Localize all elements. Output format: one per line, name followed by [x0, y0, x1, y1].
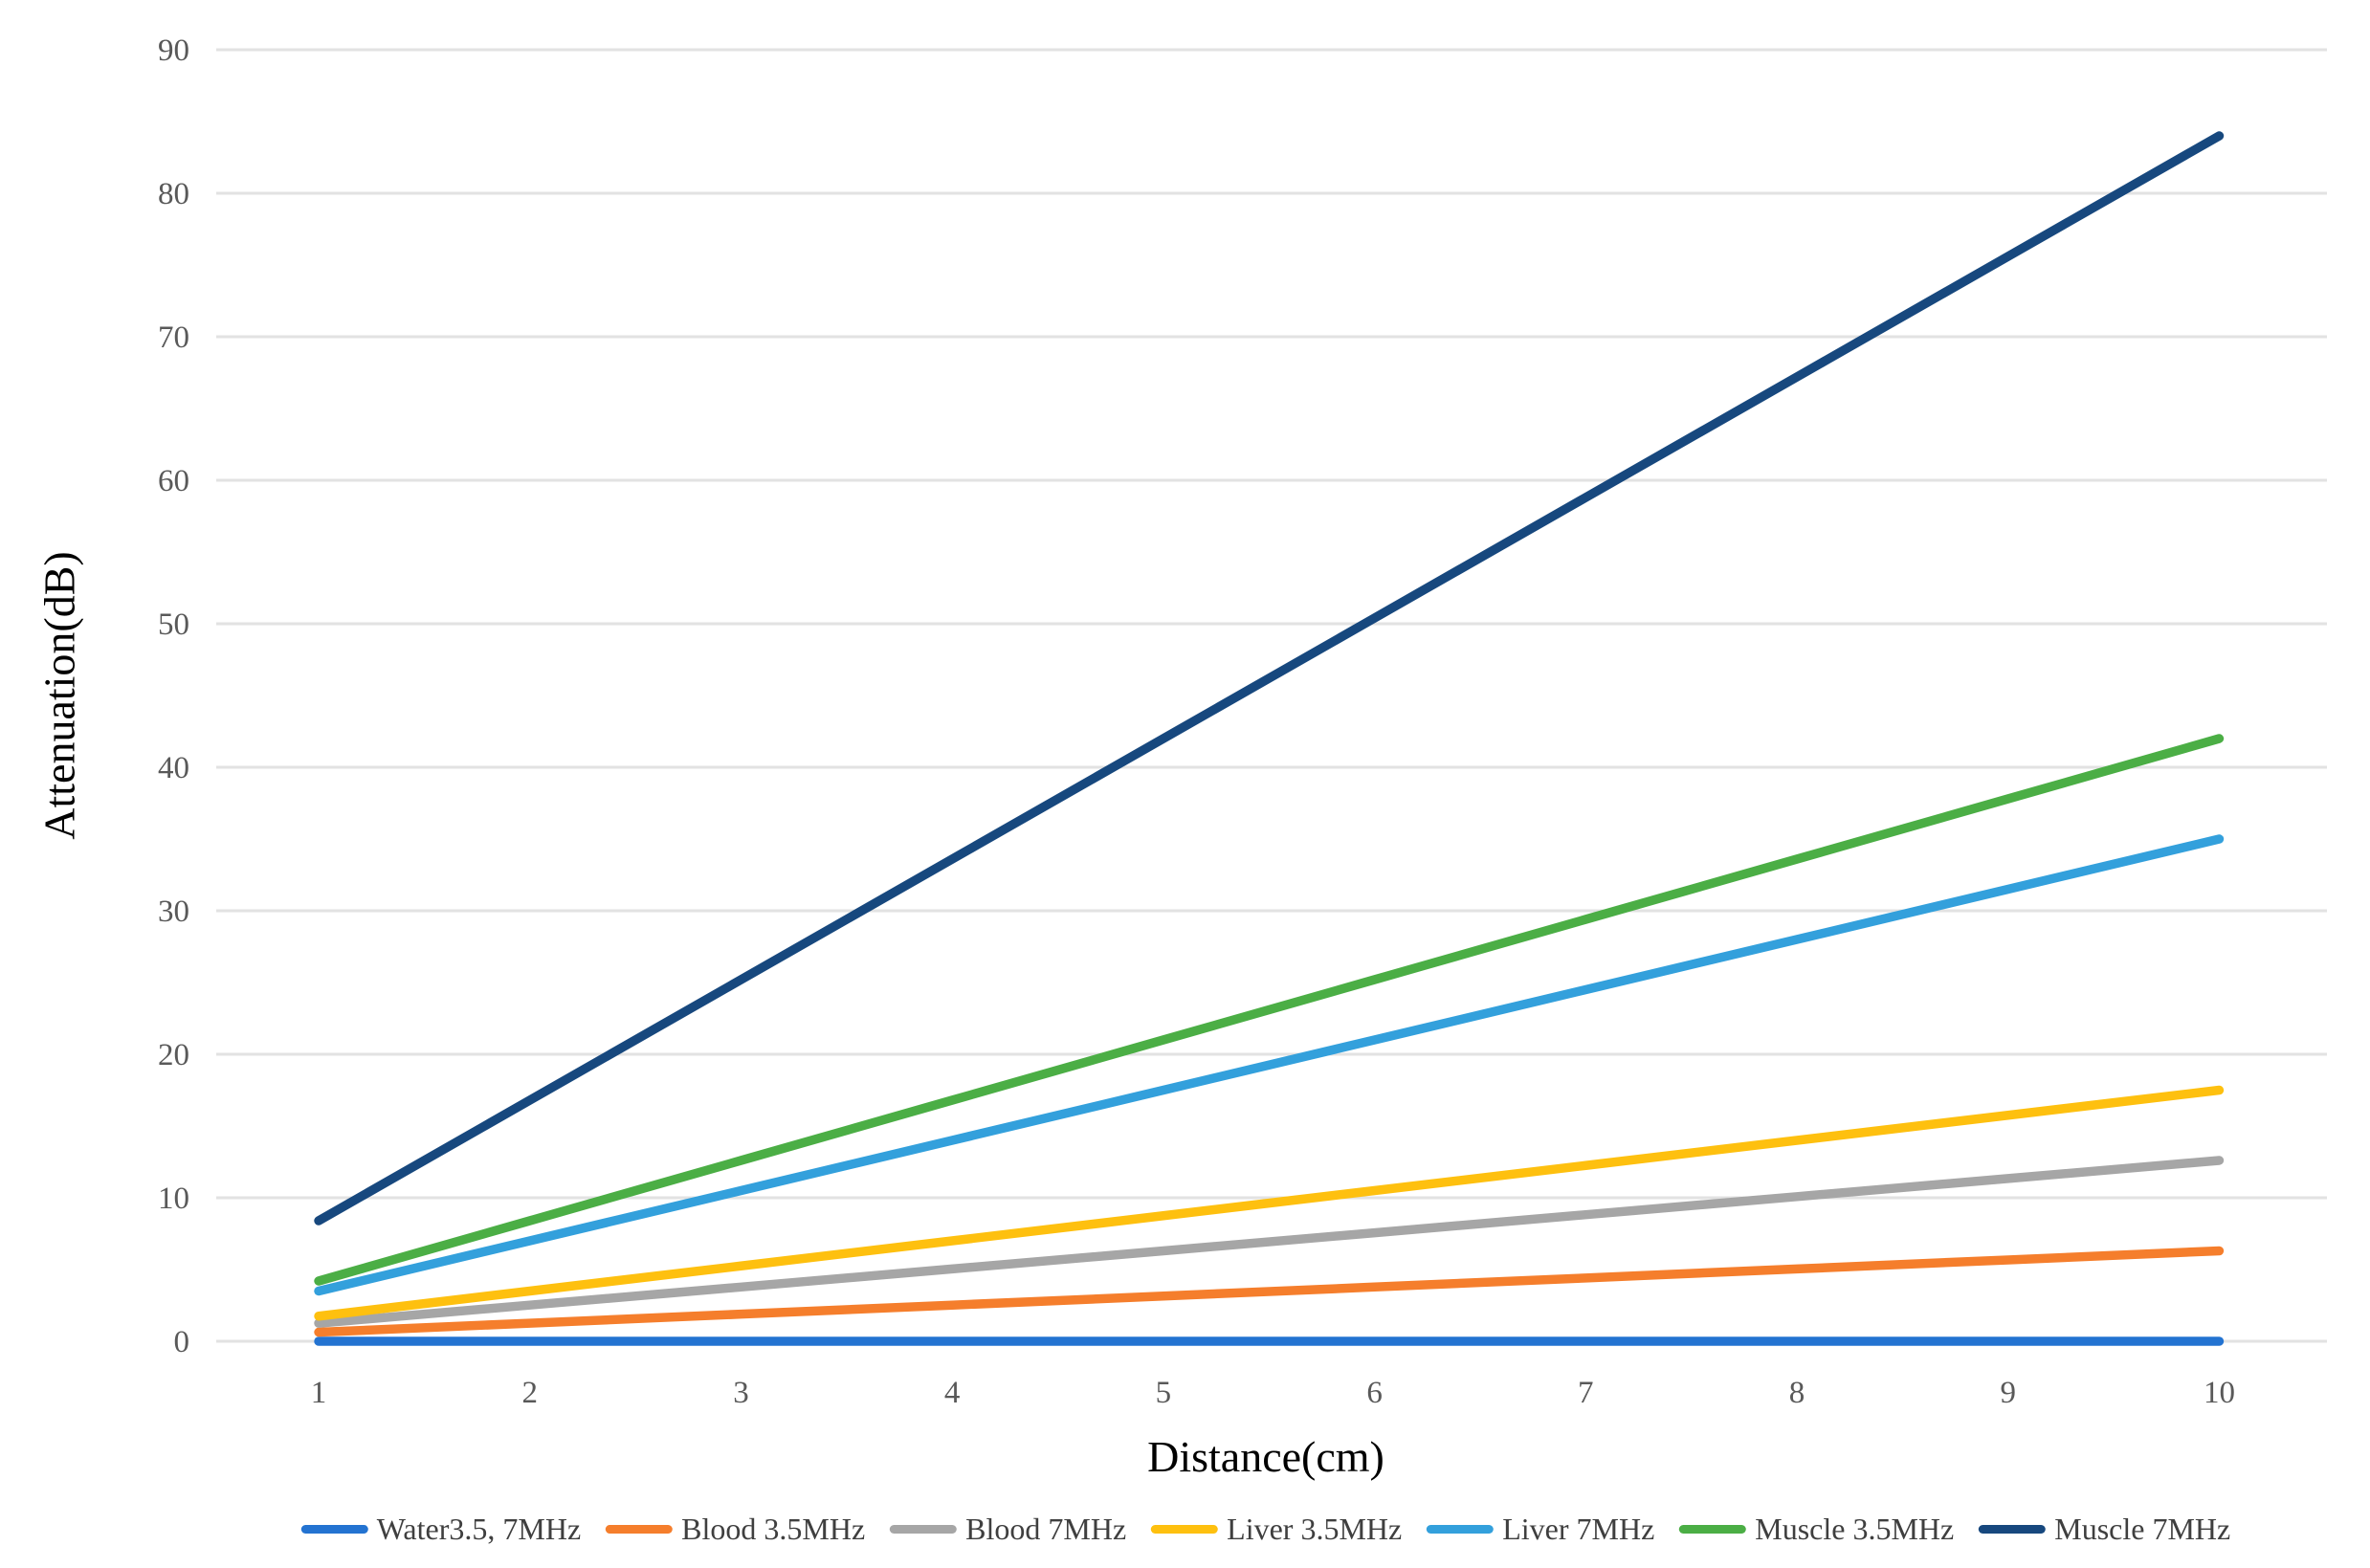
y-tick-label-0: 0 [174, 1325, 190, 1359]
legend-label-muscle-3-5mhz: Muscle 3.5MHz [1755, 1512, 1955, 1546]
legend-label-water3-5-7mhz: Water3.5, 7MHz [376, 1512, 582, 1546]
legend-swatch-blood-3-5mhz [606, 1525, 674, 1534]
legend-label-blood-7mhz: Blood 7MHz [965, 1512, 1127, 1546]
x-tick-label-8: 8 [1789, 1376, 1805, 1410]
legend-swatch-muscle-3-5mhz [1679, 1525, 1747, 1534]
series-line-blood-3-5mhz [314, 1246, 2225, 1337]
legend-label-blood-3-5mhz: Blood 3.5MHz [681, 1512, 866, 1546]
y-tick-label-60: 60 [158, 464, 189, 498]
x-axis-title: Distance(cm) [1147, 1432, 1384, 1481]
legend-swatch-blood-7mhz [890, 1525, 958, 1534]
legend-swatch-liver-7mhz [1427, 1525, 1495, 1534]
legend-item-liver-3-5mhz: Liver 3.5MHz [1151, 1512, 1402, 1547]
y-tick-label-40: 40 [158, 751, 189, 785]
series-line-liver-7mhz [314, 834, 2225, 1296]
x-tick-label-2: 2 [522, 1376, 539, 1410]
x-tick-label-7: 7 [1578, 1376, 1594, 1410]
x-tick-label-6: 6 [1366, 1376, 1383, 1410]
series-line-muscle-3-5mhz [314, 734, 2225, 1286]
legend-swatch-water3-5-7mhz [300, 1525, 368, 1534]
legend-swatch-liver-3-5mhz [1151, 1525, 1219, 1534]
series-line-liver-3-5mhz [314, 1085, 2225, 1321]
series-line-blood-7mhz [314, 1156, 2225, 1328]
legend-label-liver-7mhz: Liver 7MHz [1502, 1512, 1655, 1546]
x-tick-label-9: 9 [2000, 1376, 2016, 1410]
y-tick-label-20: 20 [158, 1038, 189, 1072]
y-tick-label-90: 90 [158, 33, 189, 68]
legend: Water3.5, 7MHz Blood 3.5MHz Blood 7MHz Live… [300, 1512, 2230, 1547]
y-tick-label-10: 10 [158, 1182, 189, 1216]
legend-swatch-muscle-7mhz [1979, 1525, 2047, 1534]
legend-item-blood-7mhz: Blood 7MHz [890, 1512, 1126, 1547]
series-line-muscle-7mhz [314, 131, 2225, 1226]
legend-item-muscle-7mhz: Muscle 7MHz [1979, 1512, 2230, 1547]
legend-item-blood-3-5mhz: Blood 3.5MHz [606, 1512, 865, 1547]
y-tick-label-80: 80 [158, 177, 189, 211]
legend-item-water3-5-7mhz: Water3.5, 7MHz [300, 1512, 582, 1547]
x-tick-label-5: 5 [1156, 1376, 1172, 1410]
y-tick-label-50: 50 [158, 607, 189, 642]
legend-item-liver-7mhz: Liver 7MHz [1427, 1512, 1654, 1547]
x-tick-label-3: 3 [733, 1376, 749, 1410]
x-tick-label-1: 1 [311, 1376, 327, 1410]
x-tick-label-10: 10 [2204, 1376, 2235, 1410]
y-tick-label-30: 30 [158, 894, 189, 929]
legend-item-muscle-3-5mhz: Muscle 3.5MHz [1679, 1512, 1954, 1547]
y-tick-label-70: 70 [158, 320, 189, 355]
y-axis-title: Attenuation(dB) [34, 551, 84, 840]
x-tick-label-4: 4 [944, 1376, 961, 1410]
legend-label-muscle-7mhz: Muscle 7MHz [2054, 1512, 2231, 1546]
legend-label-liver-3-5mhz: Liver 3.5MHz [1227, 1512, 1403, 1546]
